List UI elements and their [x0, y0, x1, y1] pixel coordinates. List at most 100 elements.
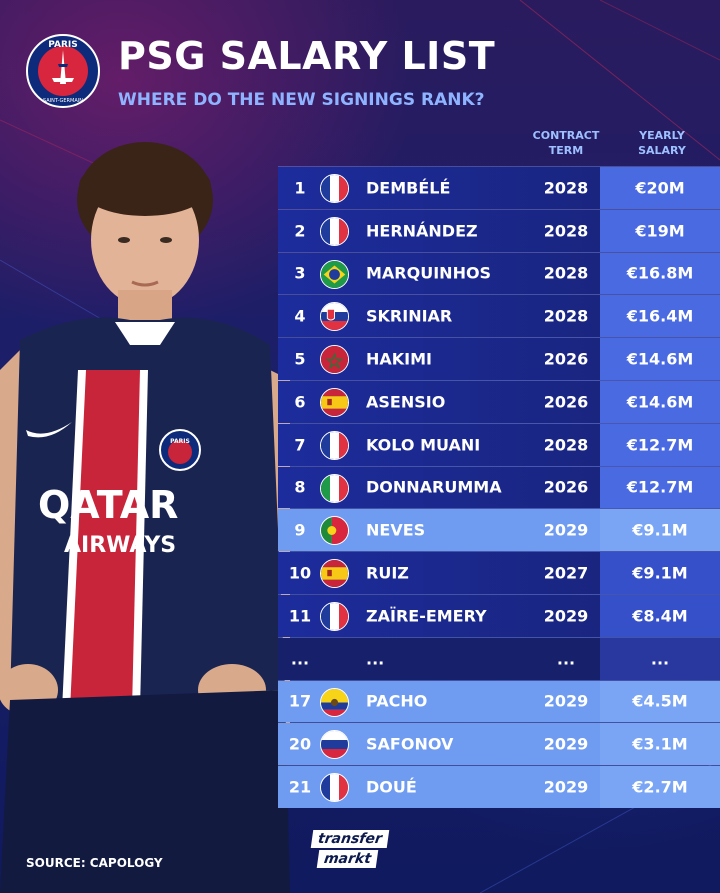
yearly-salary: €12.7M [626, 435, 694, 455]
row-rank: 9 [294, 520, 306, 540]
row-rank: 8 [294, 477, 306, 497]
brazil-flag-icon [320, 259, 349, 289]
player-name: DOUÉ [366, 777, 417, 797]
shirt-crest-text: PARIS [170, 438, 190, 445]
table-row: 20 SAFONOV 2029 €3.1M [278, 722, 720, 766]
page-title: PSG SALARY LIST [118, 34, 496, 78]
yearly-salary: €8.4M [632, 606, 688, 626]
portugal-flag-icon [320, 516, 349, 546]
contract-term: 2026 [543, 349, 589, 369]
france-flag-icon [320, 773, 349, 803]
ecuador-flag-icon [320, 687, 349, 717]
morocco-flag-icon [320, 345, 349, 375]
contract-term: 2028 [543, 435, 589, 455]
column-header-yearly-salary: YEARLY SALARY [638, 129, 686, 157]
table-row: 4 SKRINIAR 2028 €16.4M [278, 294, 720, 338]
row-rank: 17 [288, 691, 312, 711]
row-rank: 20 [288, 734, 312, 754]
france-flag-icon [320, 216, 349, 246]
shirt-sponsor-line1: QATAR [38, 483, 178, 527]
row-rank: 3 [294, 263, 306, 283]
player-name: ASENSIO [366, 392, 446, 412]
table-row: 7 KOLO MUANI 2028 €12.7M [278, 422, 720, 466]
table-row: 5 HAKIMI 2026 €14.6M [278, 337, 720, 380]
logo-bottom-text: SAINT-GERMAIN [43, 98, 83, 104]
brand-line2: markt [316, 850, 379, 868]
row-rank: 21 [288, 777, 312, 797]
row-rank: 10 [288, 563, 312, 583]
yearly-salary: €14.6M [626, 349, 694, 369]
row-rank: 11 [288, 606, 312, 626]
contract-term: 2029 [543, 734, 589, 754]
italy-flag-icon [320, 473, 349, 503]
slovakia-flag-icon [320, 302, 349, 332]
brand-line1: transfer [310, 830, 390, 848]
contract-term: 2028 [543, 263, 589, 283]
logo-top-text: PARIS [48, 40, 78, 50]
row-rank: 1 [294, 178, 306, 198]
table-row: 10 RUIZ 2027 €9.1M [278, 551, 720, 594]
table-row: 21 DOUÉ 2029 €2.7M [278, 765, 720, 808]
table-row: 1 DEMBÉLÉ 2028 €20M [278, 166, 720, 209]
player-name: DONNARUMMA [366, 477, 502, 497]
row-rank: ... [290, 649, 310, 669]
table-row: 17 PACHO 2029 €4.5M [278, 679, 720, 723]
yearly-salary: ... [650, 649, 670, 669]
france-flag-icon [320, 430, 349, 460]
france-flag-icon [320, 601, 349, 631]
yearly-salary: €14.6M [626, 392, 694, 412]
source-note: SOURCE: CAPOLOGY [26, 856, 163, 870]
yearly-salary: €16.8M [626, 263, 694, 283]
contract-term: 2029 [543, 520, 589, 540]
yearly-salary: €4.5M [632, 691, 688, 711]
transfermarkt-logo: transfer markt [310, 830, 410, 872]
spain-flag-icon [320, 387, 349, 417]
table-row: 6 ASENSIO 2026 €14.6M [278, 379, 720, 423]
row-rank: 6 [294, 392, 306, 412]
yearly-salary: €19M [635, 221, 685, 241]
contract-term: 2028 [543, 221, 589, 241]
player-name: SKRINIAR [366, 306, 453, 326]
row-rank: 5 [294, 349, 306, 369]
shirt-sponsor-line2: AIRWAYS [64, 533, 176, 558]
contract-term: 2026 [543, 392, 589, 412]
contract-term: 2026 [543, 477, 589, 497]
row-rank: 2 [294, 221, 306, 241]
column-header-contract-term: CONTRACT TERM [532, 129, 600, 157]
player-name: MARQUINHOS [366, 263, 492, 283]
player-name: PACHO [366, 691, 428, 711]
player-name: NEVES [366, 520, 426, 540]
yearly-salary: €20M [635, 178, 685, 198]
contract-term: 2027 [543, 563, 589, 583]
yearly-salary: €9.1M [632, 520, 688, 540]
player-name: RUIZ [366, 563, 409, 583]
player-name: DEMBÉLÉ [366, 178, 451, 198]
player-name: SAFONOV [366, 734, 454, 754]
yearly-salary: €3.1M [632, 734, 688, 754]
contract-term: 2028 [543, 178, 589, 198]
player-name: HAKIMI [366, 349, 432, 369]
player-name: KOLO MUANI [366, 435, 481, 455]
contract-term: 2029 [543, 777, 589, 797]
russia-flag-icon [320, 730, 349, 760]
contract-term: 2028 [543, 306, 589, 326]
contract-term: 2029 [543, 606, 589, 626]
table-row: 9 NEVES 2029 €9.1M [278, 508, 720, 552]
salary-table: 1 DEMBÉLÉ 2028 €20M 2 HERNÁNDEZ 2028 €19M 3 MARQU… [278, 166, 720, 808]
table-row: 2 HERNÁNDEZ 2028 €19M [278, 208, 720, 252]
player-name: ... [366, 649, 385, 669]
france-flag-icon [320, 174, 349, 203]
page-subtitle: WHERE DO THE NEW SIGNINGS RANK? [118, 90, 485, 110]
psg-crest-icon: PARIS SAINT-GERMAIN [26, 34, 100, 108]
row-rank: 7 [294, 435, 306, 455]
yearly-salary: €2.7M [632, 777, 688, 797]
table-row: 3 MARQUINHOS 2028 €16.8M [278, 251, 720, 295]
spain-flag-icon [320, 559, 349, 589]
row-rank: 4 [294, 306, 306, 326]
yearly-salary: €9.1M [632, 563, 688, 583]
table-row: 8 DONNARUMMA 2026 €12.7M [278, 465, 720, 509]
contract-term: ... [556, 649, 576, 669]
player-photo: PARIS QATAR AIRWAYS [0, 142, 290, 893]
contract-term: 2029 [543, 691, 589, 711]
